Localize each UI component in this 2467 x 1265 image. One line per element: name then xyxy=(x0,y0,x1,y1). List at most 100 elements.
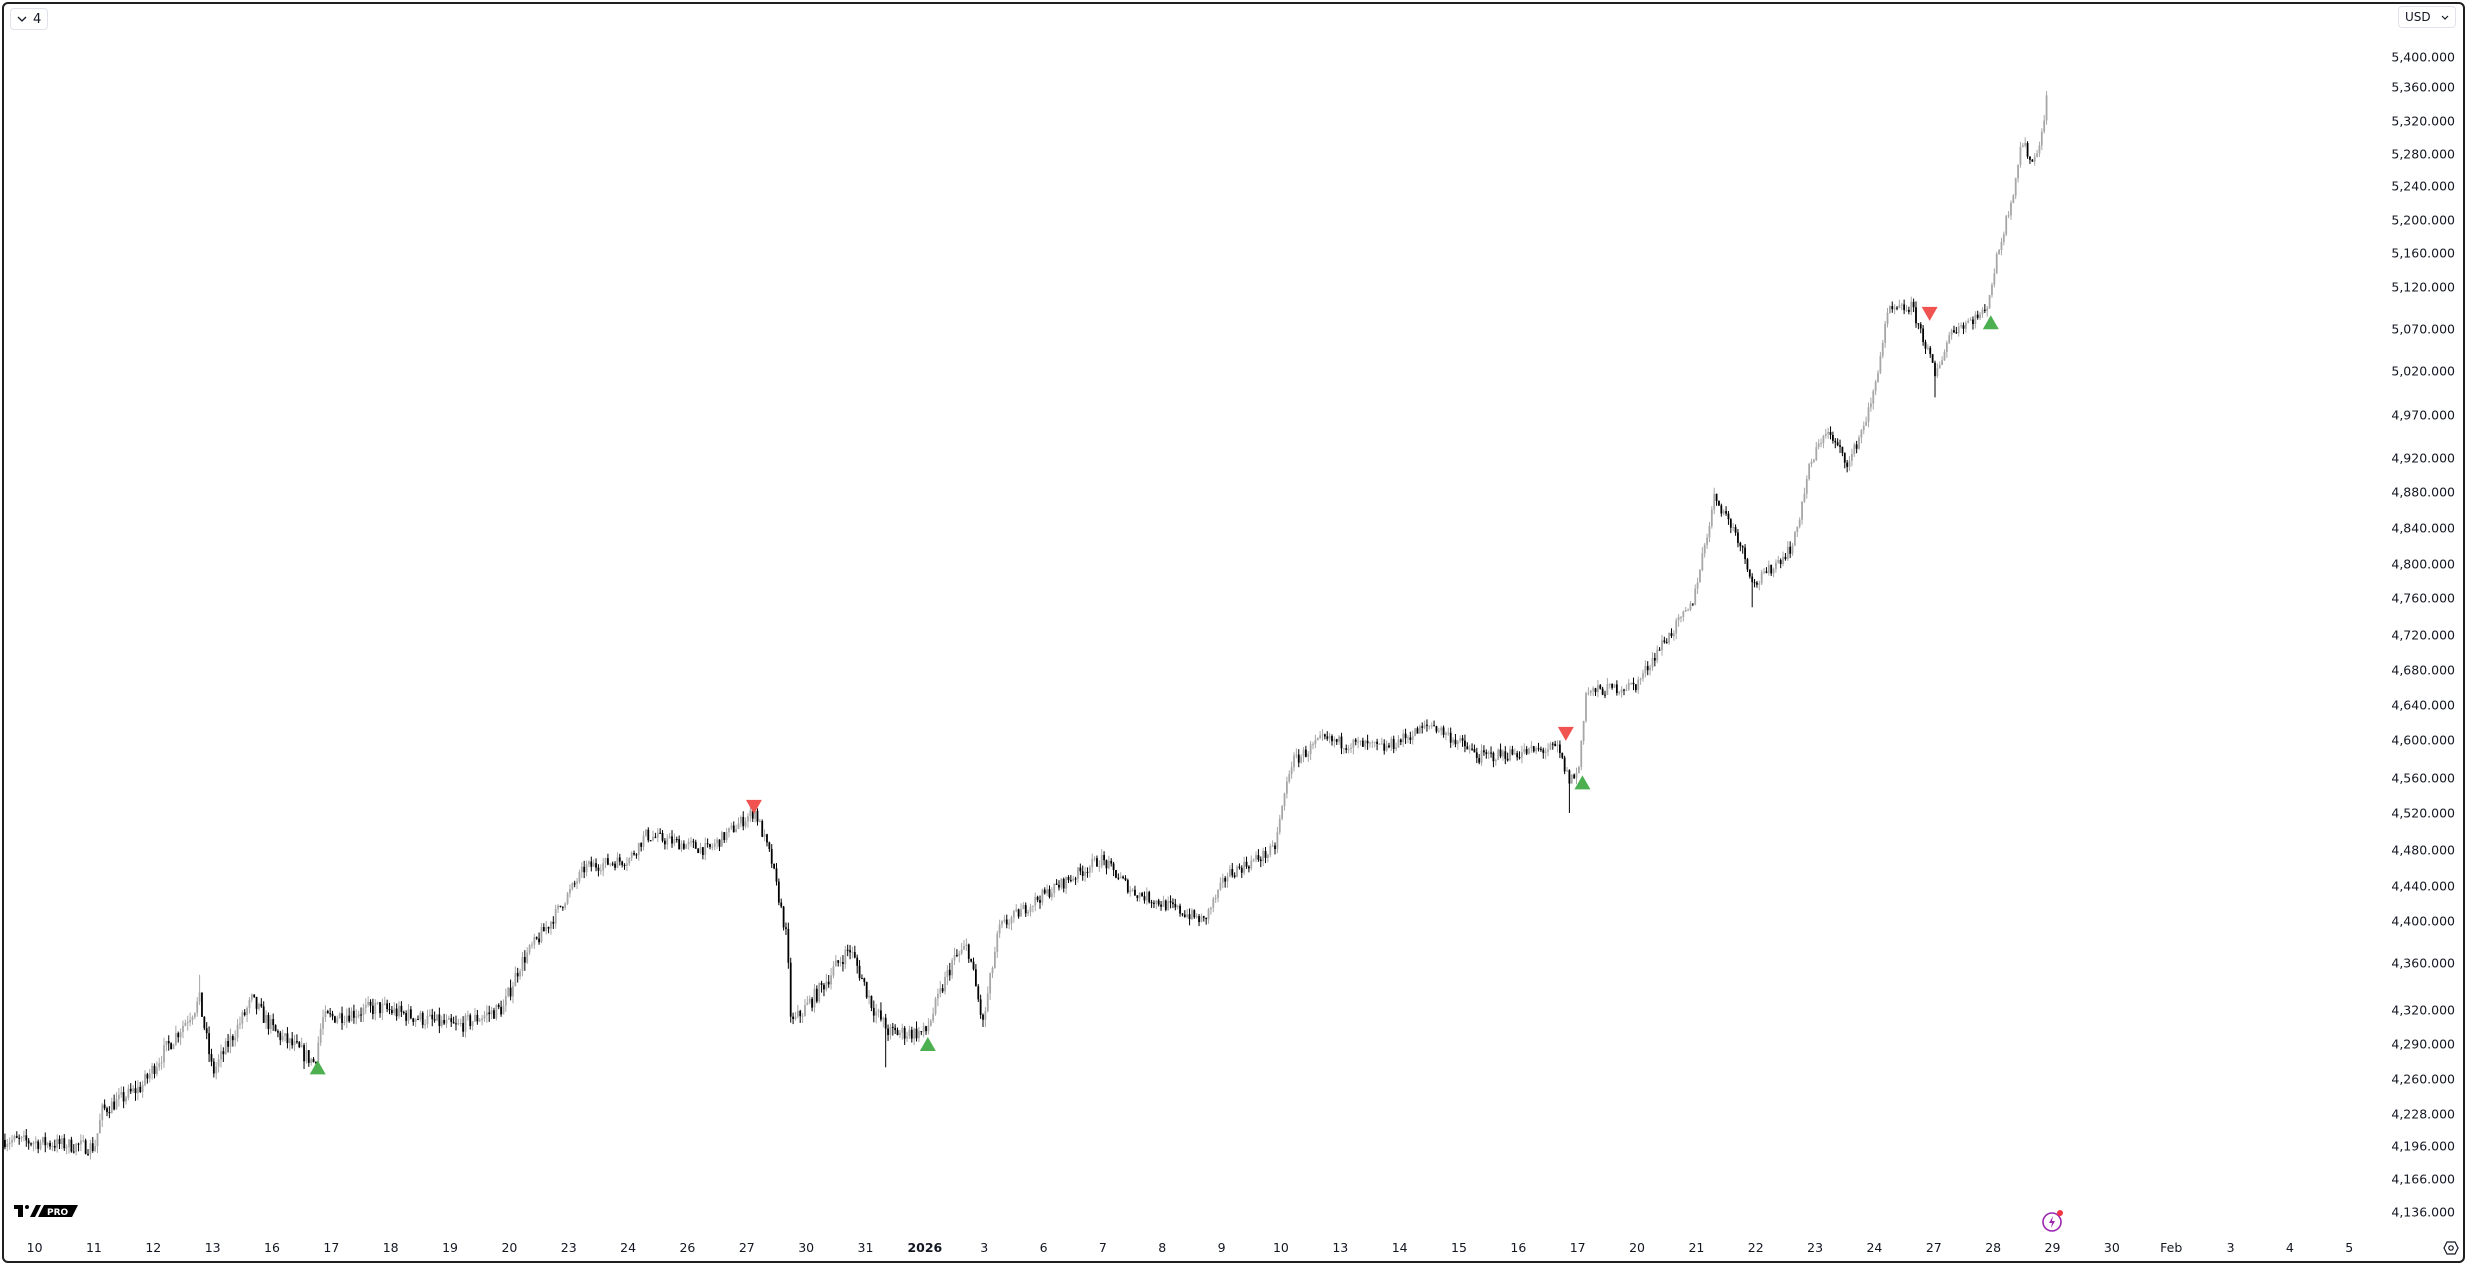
candle-body xyxy=(1326,736,1329,739)
candle-body xyxy=(1195,916,1198,918)
candle xyxy=(360,1007,362,1022)
lightning-icon[interactable] xyxy=(2040,1208,2066,1234)
candle xyxy=(519,968,521,980)
candle-body xyxy=(1969,319,1972,321)
candle-body xyxy=(1278,818,1281,833)
candle-body xyxy=(1972,319,1974,325)
candle xyxy=(1340,732,1343,755)
candle xyxy=(687,838,690,850)
candle-body xyxy=(1285,781,1288,794)
candle-body xyxy=(127,1088,130,1098)
candle-body xyxy=(2012,195,2015,203)
candle xyxy=(1834,438,1837,449)
candle-body xyxy=(317,1042,320,1064)
price-axis-label: 4,800.000 xyxy=(2391,556,2455,572)
candle-body xyxy=(1312,744,1314,746)
candle-body xyxy=(1782,556,1784,565)
candle-body xyxy=(1264,850,1267,858)
candle-body xyxy=(1036,896,1039,901)
interval-button[interactable]: 4 xyxy=(10,8,49,30)
candle-body xyxy=(1615,684,1618,694)
candle-body xyxy=(1907,309,1910,312)
candle-body xyxy=(1217,889,1219,898)
settings-icon[interactable] xyxy=(2443,1240,2459,1256)
candle-body xyxy=(1255,855,1257,860)
candle xyxy=(742,811,745,831)
candle-body xyxy=(533,937,536,945)
candle-body xyxy=(2010,202,2012,216)
candle-body xyxy=(675,838,678,840)
candle-body xyxy=(464,1015,467,1032)
candle-body xyxy=(488,1012,491,1015)
candle xyxy=(1407,735,1409,744)
candle-body xyxy=(982,1014,984,1020)
candle xyxy=(837,959,840,967)
candle xyxy=(1060,877,1063,890)
candle xyxy=(141,1080,144,1098)
currency-label: USD xyxy=(2405,10,2431,24)
candle xyxy=(623,863,626,870)
candle-body xyxy=(1202,916,1205,918)
candle-body xyxy=(1297,754,1300,763)
candle xyxy=(72,1144,75,1154)
candle-body xyxy=(106,1108,108,1113)
candle xyxy=(659,828,662,834)
candle-body xyxy=(535,937,538,939)
candle-body xyxy=(654,836,657,838)
candle-body xyxy=(1504,751,1507,759)
candle-body xyxy=(1528,748,1530,754)
candle xyxy=(732,821,735,833)
candle-body xyxy=(1608,683,1611,685)
candle-body xyxy=(1100,854,1103,867)
candle xyxy=(1319,731,1322,740)
candle xyxy=(324,1005,327,1022)
candle xyxy=(566,891,569,906)
candle xyxy=(293,1034,296,1052)
price-axis-label: 4,560.000 xyxy=(2391,770,2455,786)
candle xyxy=(1858,434,1860,450)
candle xyxy=(1751,573,1754,608)
candle xyxy=(682,840,685,850)
candle-body xyxy=(324,1011,327,1018)
candle-body xyxy=(1910,301,1913,312)
candle xyxy=(1737,529,1739,548)
candle-body xyxy=(955,954,958,956)
candle xyxy=(747,813,749,828)
candle xyxy=(1798,517,1801,529)
candle xyxy=(485,1005,488,1023)
currency-button[interactable]: USD xyxy=(2398,6,2456,28)
candle xyxy=(1782,551,1784,567)
candle-body xyxy=(993,951,996,968)
candle xyxy=(1452,737,1454,746)
candle xyxy=(1079,863,1082,876)
candle-body xyxy=(1587,692,1590,694)
candle-body xyxy=(1817,443,1820,448)
candle-body xyxy=(1039,900,1041,903)
candle-body xyxy=(1371,742,1374,744)
candle xyxy=(1480,744,1483,766)
time-axis-label: 17 xyxy=(323,1240,340,1255)
candle xyxy=(1881,339,1884,359)
candle xyxy=(1912,298,1915,313)
candle-body xyxy=(1506,758,1509,761)
candle-body xyxy=(887,1028,889,1036)
candle xyxy=(1264,846,1267,864)
candle xyxy=(915,1021,918,1042)
candle-body xyxy=(1599,685,1602,689)
candle-body xyxy=(782,906,785,928)
candle-body xyxy=(2036,153,2038,157)
candle-body xyxy=(146,1074,149,1079)
price-axis-label: 4,260.000 xyxy=(2391,1071,2455,1087)
price-axis-label: 5,320.000 xyxy=(2391,113,2455,129)
candle-body xyxy=(1119,876,1122,879)
candle xyxy=(1915,301,1917,328)
candle xyxy=(1566,767,1568,773)
candle xyxy=(2007,211,2010,219)
candle xyxy=(4,1133,6,1150)
candle xyxy=(808,995,811,1005)
candle-body xyxy=(405,1013,408,1021)
candle xyxy=(1433,720,1435,727)
candle-body xyxy=(1081,871,1084,876)
candle xyxy=(633,850,635,856)
